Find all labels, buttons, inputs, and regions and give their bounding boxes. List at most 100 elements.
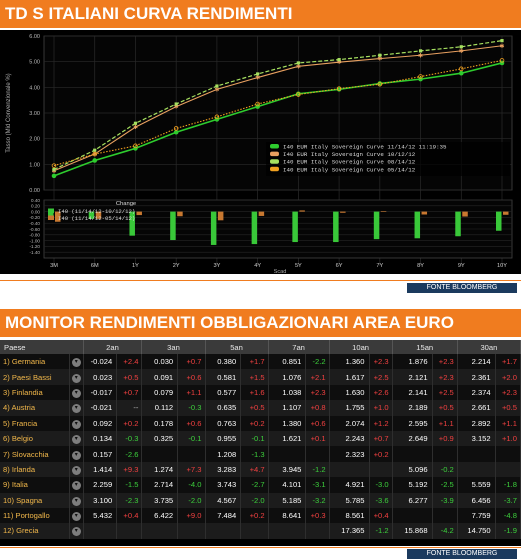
chevron-down-icon[interactable]: ▾ — [71, 496, 81, 506]
yield-value: 0.380 — [205, 354, 242, 370]
header-30an: 30an — [457, 340, 521, 354]
table-body: 1) Germania ▾ -0.024 +2.4 0.030 +0.7 0.380 +1.7… — [0, 354, 521, 539]
yield-value: 1.076 — [268, 369, 307, 385]
yield-value: 8.561 — [329, 507, 370, 524]
yield-value: 1.876 — [392, 354, 433, 370]
chevron-down-icon[interactable]: ▾ — [71, 481, 81, 491]
change-bar — [136, 211, 142, 216]
data-point — [52, 167, 56, 172]
chevron-down-icon[interactable]: ▾ — [71, 435, 81, 445]
yield-change: +2.3 — [432, 354, 458, 370]
chevron-down-icon[interactable]: ▾ — [71, 512, 81, 522]
table-row[interactable]: 12) Grecia ▾ 17.365 -1.2 15.868 -4.2 14.750 -1.… — [0, 523, 521, 539]
yield-value: 0.325 — [141, 430, 179, 447]
row-menu-button[interactable]: ▾ — [69, 400, 84, 416]
yield-change: -2.7 — [240, 477, 269, 493]
change-bar — [414, 211, 421, 239]
yield-change: -0.3 — [116, 430, 143, 447]
yield-change: -2.5 — [432, 477, 458, 493]
header-5an: 5an — [205, 340, 269, 354]
row-menu-button[interactable]: ▾ — [69, 523, 84, 539]
table-row[interactable]: 2) Paesi Bassi ▾ 0.023 +0.5 0.091 +0.6 0.581 +1… — [0, 369, 521, 385]
yield-value — [392, 446, 433, 462]
chevron-down-icon[interactable]: ▾ — [71, 358, 81, 368]
chevron-down-icon[interactable]: ▾ — [71, 388, 81, 398]
yield-value: 0.635 — [205, 400, 242, 416]
yield-change: +2.4 — [116, 354, 143, 370]
data-point — [377, 81, 383, 87]
yield-change: +7.3 — [177, 461, 206, 478]
data-point — [51, 163, 57, 168]
data-point — [215, 84, 219, 88]
table-row[interactable]: 11) Portogallo ▾ 5.432 +0.4 6.422 +9.0 7.484 +0… — [0, 507, 521, 524]
table-row[interactable]: 4) Austria ▾ -0.021 -- 0.112 -0.3 0.635 +0.5 1.1… — [0, 400, 521, 416]
yield-value: 6.277 — [392, 492, 433, 508]
row-menu-button[interactable]: ▾ — [69, 477, 84, 493]
data-point: ✱ — [377, 56, 382, 63]
yield-change — [305, 446, 330, 462]
table-row[interactable]: 5) Francia ▾ 0.092 +0.2 0.178 +0.6 0.763 +0.2 1.… — [0, 415, 521, 431]
table-row[interactable]: 3) Finlandia ▾ -0.017 +0.7 0.079 +1.1 0.577 +1.… — [0, 384, 521, 401]
x-tick-label: 9Y — [458, 263, 465, 269]
yield-change: +0.9 — [432, 430, 458, 447]
y-tick-label: 2.00 — [29, 137, 40, 143]
change-bar — [333, 211, 339, 243]
chevron-down-icon[interactable]: ▾ — [71, 419, 81, 429]
yield-value: -0.021 — [83, 400, 118, 416]
chevron-down-icon[interactable]: ▾ — [71, 527, 81, 537]
divider-rule — [0, 280, 521, 281]
table-row[interactable]: 6) Belgio ▾ 0.134 -0.3 0.325 -0.1 0.955 -0.1 1.6… — [0, 430, 521, 447]
yield-value: 6.422 — [141, 507, 179, 524]
yield-value: 0.023 — [83, 369, 118, 385]
yield-change: +1.7 — [495, 354, 521, 370]
yield-value — [457, 446, 496, 462]
data-point — [133, 143, 138, 149]
y-tick-label: 4.00 — [29, 85, 40, 91]
yield-change — [240, 523, 269, 539]
yield-value: 3.743 — [205, 477, 242, 493]
chevron-down-icon[interactable]: ▾ — [71, 465, 81, 475]
y-tick-label: -1.00 — [30, 238, 41, 243]
yield-value: 0.581 — [205, 369, 242, 385]
change-bar — [48, 211, 54, 218]
row-menu-button[interactable]: ▾ — [69, 507, 84, 524]
chevron-down-icon[interactable]: ▾ — [71, 373, 81, 383]
headline-title: TD S ITALIANI CURVA RENDIMENTI — [5, 4, 293, 23]
yield-value: 4.567 — [205, 492, 242, 508]
legend-swatch — [48, 215, 54, 220]
row-menu-button[interactable]: ▾ — [69, 492, 84, 508]
x-tick-label: 10Y — [497, 263, 507, 269]
legend-swatch — [270, 151, 279, 157]
data-point — [256, 72, 260, 76]
yield-change: +1.1 — [177, 384, 206, 401]
chevron-down-icon[interactable]: ▾ — [71, 404, 81, 414]
data-point — [336, 86, 342, 91]
row-menu-button[interactable]: ▾ — [69, 369, 84, 385]
yield-value — [457, 461, 496, 478]
row-menu-button[interactable]: ▾ — [69, 446, 84, 462]
row-menu-button[interactable]: ▾ — [69, 415, 84, 431]
yield-change: -1.8 — [495, 477, 521, 493]
yield-value: 4.921 — [329, 477, 370, 493]
legend-box — [266, 142, 510, 176]
table-row[interactable]: 7) Slovacchia ▾ 0.157 -2.6 1.208 -1.3 2.323 +0.… — [0, 446, 521, 462]
chevron-down-icon[interactable]: ▾ — [71, 450, 81, 460]
yield-change — [369, 461, 393, 478]
yield-change: +2.3 — [305, 384, 330, 401]
row-menu-button[interactable]: ▾ — [69, 354, 84, 370]
yield-value: 0.955 — [205, 430, 242, 447]
table-row[interactable]: 8) Irlanda ▾ 1.414 +9.3 1.274 +7.3 3.283 +4.7 3.… — [0, 461, 521, 478]
yield-change: +0.7 — [116, 384, 143, 401]
row-menu-button[interactable]: ▾ — [69, 461, 84, 478]
row-menu-button[interactable]: ▾ — [69, 384, 84, 401]
yield-value: 2.189 — [392, 400, 433, 416]
legend-swatch — [48, 208, 54, 213]
change-bar — [421, 211, 428, 215]
table-row[interactable]: 1) Germania ▾ -0.024 +2.4 0.030 +0.7 0.380 +1.7… — [0, 354, 521, 370]
row-menu-button[interactable]: ▾ — [69, 430, 84, 447]
table-row[interactable]: 10) Spagna ▾ 3.100 -2.3 3.735 -2.0 4.567 -2.0 5.… — [0, 492, 521, 508]
table-row[interactable]: 9) Italia ▾ 2.259 -1.5 2.714 -4.0 3.743 -2.7 4.1… — [0, 477, 521, 493]
change-bar — [95, 211, 102, 219]
source-credit-table: FONTE BLOOMBERG — [407, 549, 517, 559]
country-name: 9) Italia — [0, 477, 70, 493]
